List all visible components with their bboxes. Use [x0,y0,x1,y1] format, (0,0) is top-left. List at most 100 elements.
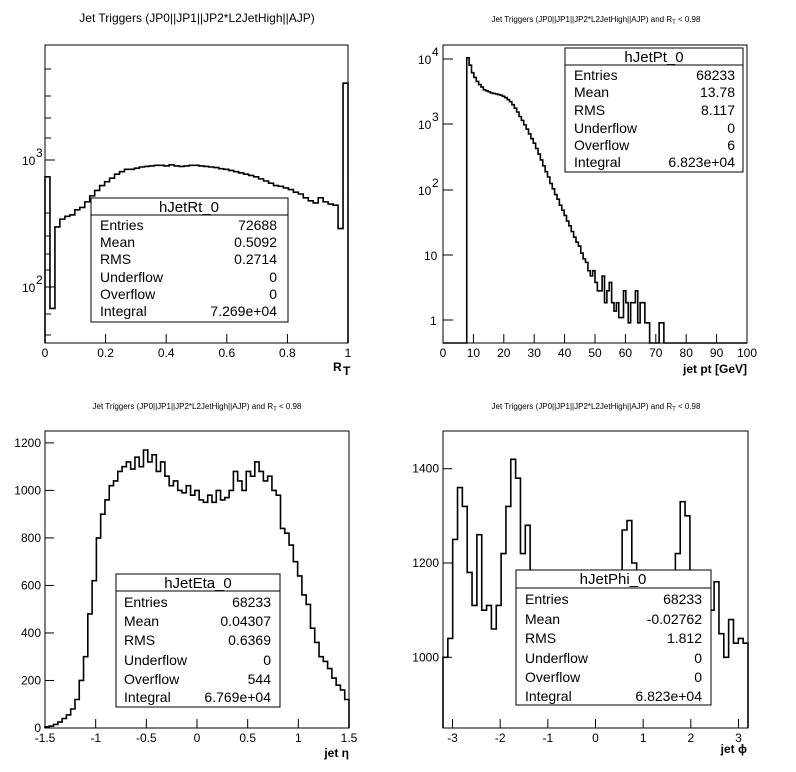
panel1-stat-label: Entries [100,217,144,233]
panel4-stat-label: RMS [525,630,556,646]
panel2-stat-value: 8.117 [701,102,735,118]
panel4-stats-name: hJetPhi_0 [580,571,647,588]
panel2-ytick-label: 10 [418,184,432,198]
panel2-x-label: jet pt [GeV] [682,362,747,376]
panel1-stats-box: hJetRt_0 Entries 72688 Mean 0.5092 RMS 0… [90,197,289,323]
panel2-stat-label: Mean [574,84,609,100]
y-tick-label: 1000 [412,650,439,664]
panel2-ytick-label: 10 [424,249,438,263]
x-tick-label: 1 [640,731,647,745]
panel3-stat-label: Underflow [124,652,188,668]
panel3-stat-label: Integral [124,689,171,705]
panel4-x-label: jet ϕ [720,742,747,756]
y-tick-label: 200 [21,673,41,687]
panel4-stat-value: 68233 [663,591,702,607]
x-tick-label: 40 [558,346,572,360]
x-tick-label: 60 [619,346,633,360]
panel1-y-axis: 10 2 10 3 [22,68,55,336]
panel-jet-rt: Jet Triggers (JP0||JP1||JP2*L2JetHigh||A… [22,11,352,378]
panel1-stat-value: 0.2714 [234,251,277,267]
panel1-stat-value: 7.269e+04 [210,303,277,319]
x-tick-label: 0 [440,346,447,360]
x-tick-label: 100 [737,346,757,360]
panel2-stat-value: 68233 [696,67,735,83]
panel3-stat-value: 0.6369 [228,632,271,648]
panel2-title: Jet Triggers (JP0||JP1||JP2*L2JetHigh||A… [492,15,701,26]
panel2-stat-label: Entries [574,67,618,83]
panel3-stat-label: Overflow [124,671,180,687]
panel4-stat-value: 6.823e+04 [635,688,702,704]
panel1-stat-value: 0 [269,286,277,302]
panel4-stats-box: hJetPhi_0 Entries 68233 Mean -0.02762 RM… [515,569,712,706]
panel1-stat-label: RMS [100,251,131,267]
panel2-stat-value: 6.823e+04 [668,154,735,170]
x-tick-label: -1 [543,731,554,745]
histogram-line [44,449,350,728]
panel1-stat-value: 72688 [238,217,277,233]
x-tick-label: -2 [495,731,506,745]
histogram-line [44,82,349,343]
panel4-stat-label: Mean [525,611,560,627]
panel3-stats-box: hJetEta_0 Entries 68233 Mean 0.04307 RMS… [115,573,281,708]
panel1-stat-value: 0.5092 [234,234,277,250]
panel1-x-label-sub: T [343,364,351,378]
panel2-stats-box: hJetPt_0 Entries 68233 Mean 13.78 RMS 8.… [564,47,744,173]
x-tick-label: 0 [42,346,49,360]
panel4-stat-label: Overflow [525,669,581,685]
panel1-stat-label: Overflow [100,286,156,302]
x-tick-label: 1 [295,731,302,745]
panel-jet-eta: Jet Triggers (JP0||JP1||JP2*L2JetHigh||A… [14,402,357,760]
panel2-ytick-exp: 4 [432,45,439,59]
x-tick-label: 2 [687,731,694,745]
panel1-stat-label: Integral [100,303,147,319]
panel3-stat-value: 0.04307 [220,613,271,629]
y-tick-label: 400 [21,626,41,640]
panel2-stat-label: RMS [574,102,605,118]
x-tick-label: 1 [345,346,352,360]
panel2-ytick-label: 10 [418,118,432,132]
panel3-stat-label: Mean [124,613,159,629]
panel1-x-label: R [333,360,342,374]
panel2-stat-value: 0 [727,120,735,136]
panel1-histogram [44,82,349,343]
panel1-ytick-label: 10 [22,281,36,295]
panel2-stat-label: Overflow [574,137,630,153]
x-tick-label: -1 [90,731,101,745]
panel1-ytick-label: 10 [22,154,36,168]
x-tick-label: 3 [735,731,742,745]
panel2-stat-label: Underflow [574,120,638,136]
panel-jet-pt: Jet Triggers (JP0||JP1||JP2*L2JetHigh||A… [418,15,757,376]
panel1-stat-label: Underflow [100,269,164,285]
panel3-y-axis: 0 200 400 600 800 1000 1200 [14,436,54,735]
y-tick-label: 800 [21,531,41,545]
panel2-histogram [443,57,747,344]
panel3-x-axis: -1.5 -1 -0.5 0 0.5 1 1.5 [35,719,358,745]
panel2-ytick-label: 1 [430,314,437,328]
x-tick-label: 0 [592,731,599,745]
panel1-stat-label: Mean [100,234,135,250]
panel3-stat-value: 6.769e+04 [204,689,271,705]
panel2-stat-label: Integral [574,154,621,170]
x-tick-label: 0.8 [279,346,296,360]
panel2-y-axis: 1 10 10 2 10 3 10 4 [418,45,453,328]
panel4-stat-value: -0.02762 [647,611,702,627]
panel3-stat-value: 544 [248,671,272,687]
y-tick-label: 1200 [14,436,41,450]
panel3-x-label: jet η [323,746,349,760]
panel2-ytick-label: 10 [418,53,432,67]
x-tick-label: 20 [497,346,511,360]
panel4-stat-value: 0 [694,650,702,666]
y-tick-label: 1400 [412,462,439,476]
y-tick-label: 1000 [14,483,41,497]
panel4-stat-value: 0 [694,669,702,685]
x-tick-label: -0.5 [136,731,157,745]
panel3-stats-name: hJetEta_0 [164,575,232,592]
x-tick-label: 30 [528,346,542,360]
panel4-stat-value: 1.812 [667,630,702,646]
x-tick-label: -1.5 [35,731,56,745]
x-tick-label: 0.4 [158,346,175,360]
y-tick-label: 600 [21,578,41,592]
panel4-stat-label: Integral [525,688,572,704]
x-tick-label: 50 [588,346,602,360]
